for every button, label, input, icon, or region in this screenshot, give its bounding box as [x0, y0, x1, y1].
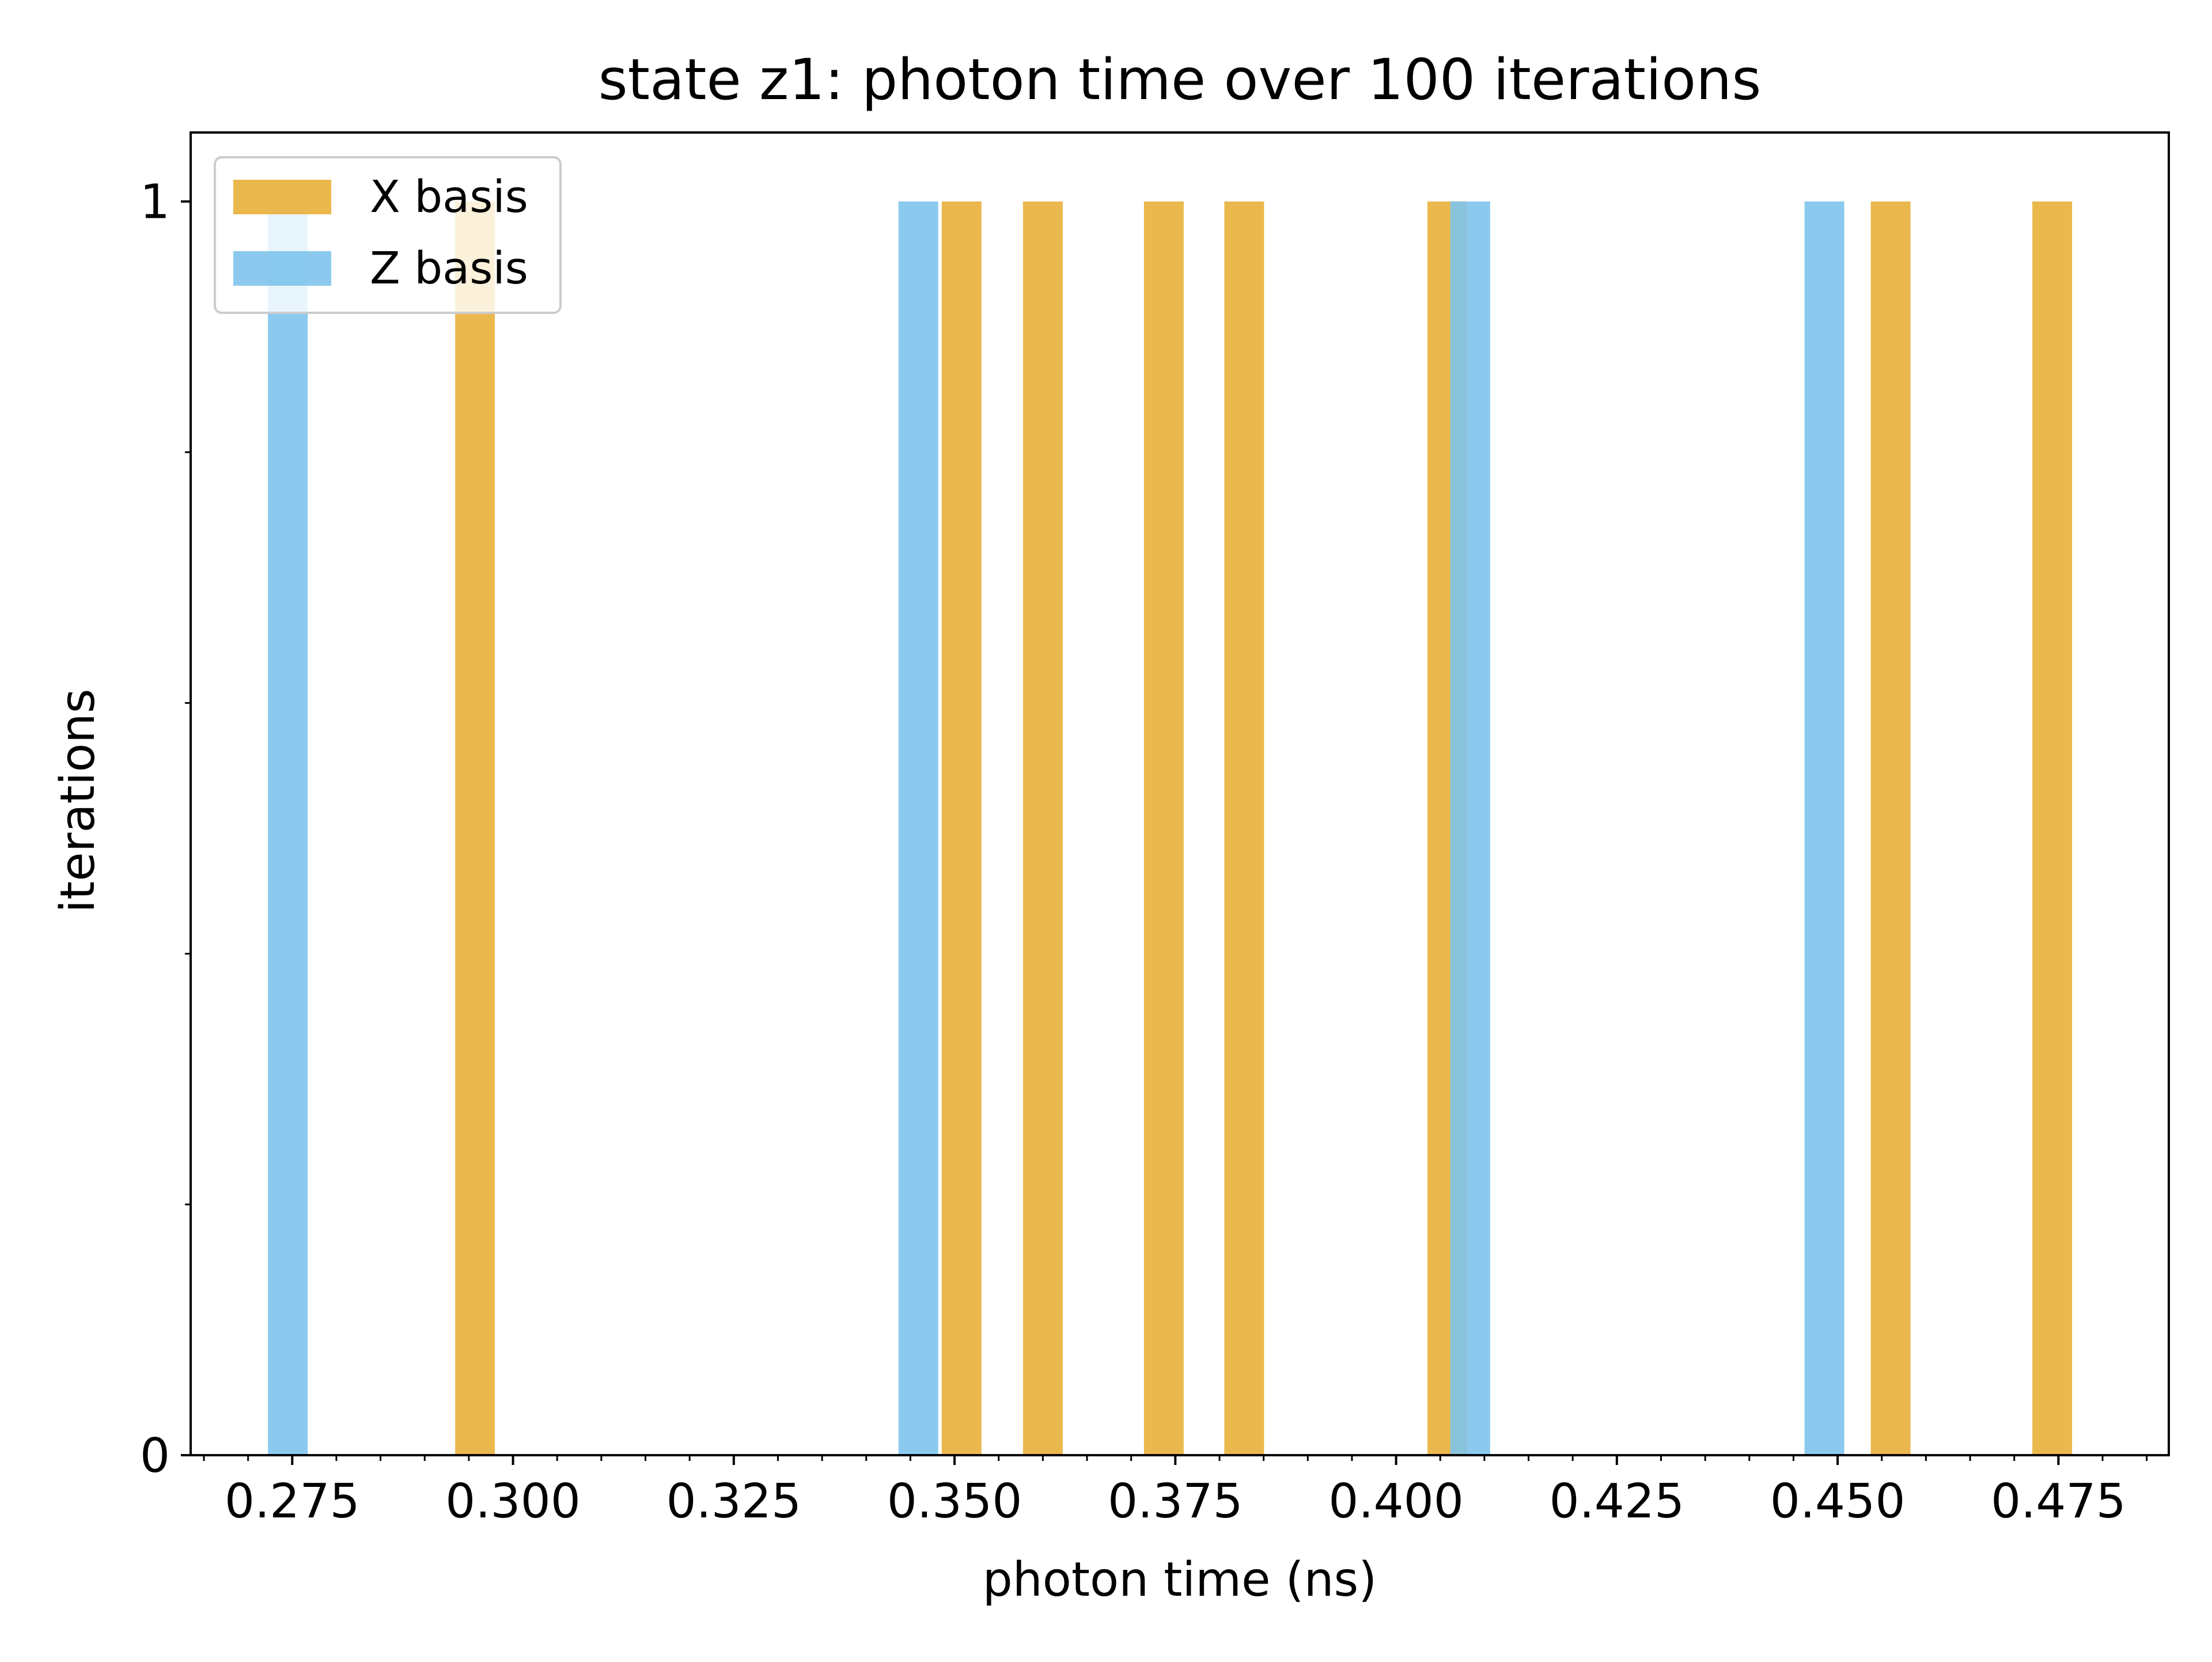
bar: [2032, 201, 2073, 1456]
x-axis: 0.275 0.300 0.325 0.350 0.375 0.400 0.425 0.450…: [203, 1455, 2148, 1529]
bar: [1870, 201, 1911, 1456]
legend-label: X basis: [370, 172, 528, 223]
y-tick-label: 0: [140, 1429, 170, 1483]
bar: [1022, 201, 1063, 1456]
x-tick-label: 0.350: [887, 1474, 1022, 1529]
bar: [1450, 201, 1490, 1456]
x-tick-label: 0.300: [445, 1474, 581, 1529]
bar: [455, 201, 495, 1456]
x-tick-label: 0.275: [225, 1474, 360, 1529]
legend-swatch: [233, 180, 331, 214]
bar: [1143, 201, 1184, 1456]
bar: [898, 201, 938, 1456]
axes-frame: [190, 131, 2170, 1456]
y-axis: 01: [140, 175, 191, 1483]
y-axis-label: iterations: [51, 688, 105, 913]
bar: [268, 201, 308, 1456]
bar: [1804, 201, 1844, 1456]
chart-title: state z1: photon time over 100 iteration…: [599, 47, 1762, 113]
legend-label: Z basis: [370, 243, 528, 294]
legend-swatch: [233, 251, 331, 286]
legend: X basis Z basis: [214, 156, 562, 314]
x-axis-label: photon time (ns): [983, 1553, 1377, 1607]
y-tick-label: 1: [140, 175, 170, 230]
x-tick-label: 0.375: [1108, 1474, 1243, 1529]
x-tick-label: 0.450: [1770, 1474, 1906, 1529]
bar: [941, 201, 982, 1456]
x-tick-label: 0.400: [1328, 1474, 1464, 1529]
x-tick-label: 0.475: [1991, 1474, 2126, 1529]
bar: [1224, 201, 1264, 1456]
x-tick-label: 0.425: [1549, 1474, 1684, 1529]
series-1: [455, 201, 2073, 1456]
plot-area: [268, 201, 2073, 1456]
series-2: [268, 201, 1844, 1456]
x-tick-label: 0.325: [666, 1474, 801, 1529]
